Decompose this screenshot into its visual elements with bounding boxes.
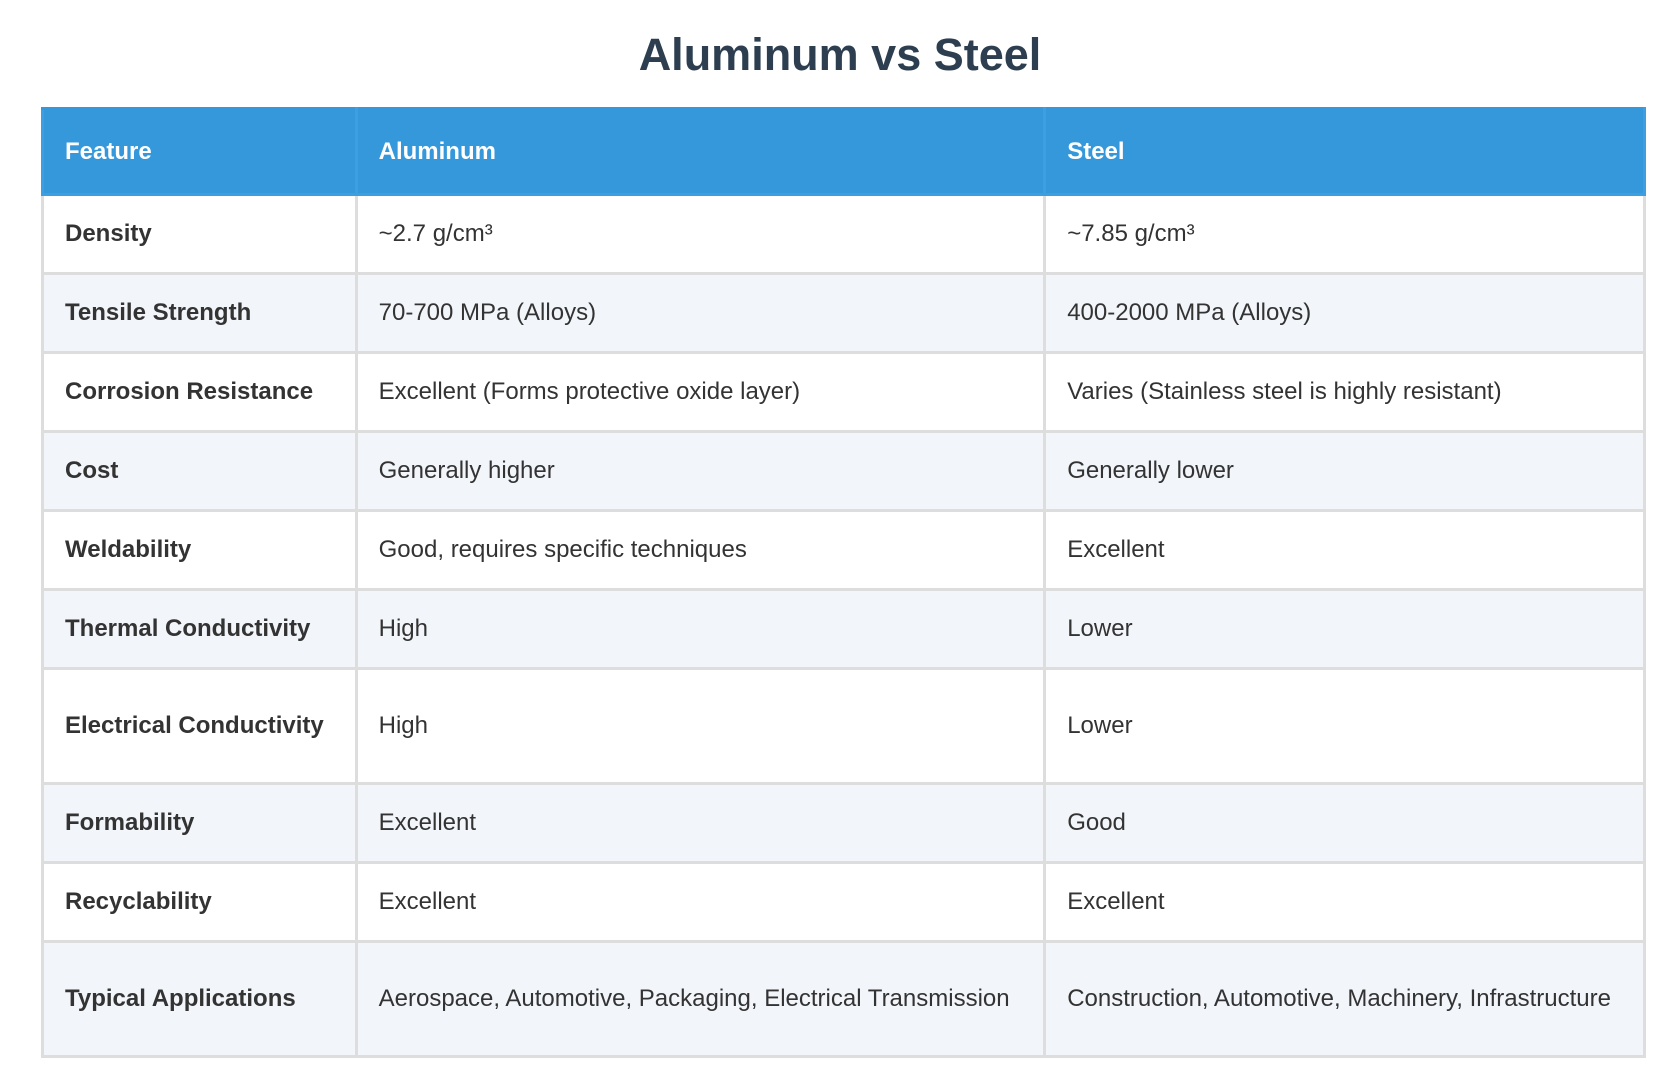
steel-cell: Lower xyxy=(1043,667,1646,785)
steel-cell: Generally lower xyxy=(1043,430,1646,512)
aluminum-cell: High xyxy=(354,667,1047,785)
feature-cell: Weldability xyxy=(41,509,358,591)
table-row: Corrosion Resistance Excellent (Forms pr… xyxy=(41,351,1646,433)
header-row: Feature Aluminum Steel xyxy=(41,107,1646,196)
aluminum-cell: Excellent (Forms protective oxide layer) xyxy=(354,351,1047,433)
feature-cell: Density xyxy=(41,193,358,275)
feature-cell: Cost xyxy=(41,430,358,512)
table-row: Electrical Conductivity High Lower xyxy=(41,667,1646,785)
page-title: Aluminum vs Steel xyxy=(638,29,1042,80)
table-header: Feature Aluminum Steel xyxy=(41,107,1646,196)
steel-cell: 400-2000 MPa (Alloys) xyxy=(1043,272,1646,354)
aluminum-cell: Aerospace, Automotive, Packaging, Electr… xyxy=(354,940,1047,1058)
feature-cell: Recyclability xyxy=(41,861,358,943)
column-header-feature: Feature xyxy=(41,107,358,196)
aluminum-cell: Excellent xyxy=(354,782,1047,864)
table-row: Weldability Good, requires specific tech… xyxy=(41,509,1646,591)
feature-cell: Electrical Conductivity xyxy=(41,667,358,785)
table-row: Tensile Strength 70-700 MPa (Alloys) 400… xyxy=(41,272,1646,354)
feature-cell: Corrosion Resistance xyxy=(41,351,358,433)
steel-cell: Varies (Stainless steel is highly resist… xyxy=(1043,351,1646,433)
table-row: Cost Generally higher Generally lower xyxy=(41,430,1646,512)
aluminum-cell: Excellent xyxy=(354,861,1047,943)
table-row: Thermal Conductivity High Lower xyxy=(41,588,1646,670)
steel-cell: Good xyxy=(1043,782,1646,864)
column-header-steel: Steel xyxy=(1043,107,1646,196)
aluminum-cell: ~2.7 g/cm³ xyxy=(354,193,1047,275)
steel-cell: ~7.85 g/cm³ xyxy=(1043,193,1646,275)
steel-cell: Excellent xyxy=(1043,861,1646,943)
table-row: Recyclability Excellent Excellent xyxy=(41,861,1646,943)
comparison-table: Feature Aluminum Steel Density ~2.7 g/cm… xyxy=(41,107,1646,1058)
column-header-aluminum: Aluminum xyxy=(354,107,1047,196)
aluminum-cell: Good, requires specific techniques xyxy=(354,509,1047,591)
feature-cell: Tensile Strength xyxy=(41,272,358,354)
aluminum-cell: High xyxy=(354,588,1047,670)
feature-cell: Typical Applications xyxy=(41,940,358,1058)
steel-cell: Excellent xyxy=(1043,509,1646,591)
aluminum-cell: 70-700 MPa (Alloys) xyxy=(354,272,1047,354)
table-row: Density ~2.7 g/cm³ ~7.85 g/cm³ xyxy=(41,193,1646,275)
table-row: Typical Applications Aerospace, Automoti… xyxy=(41,940,1646,1058)
aluminum-cell: Generally higher xyxy=(354,430,1047,512)
table-row: Formability Excellent Good xyxy=(41,782,1646,864)
table-body: Density ~2.7 g/cm³ ~7.85 g/cm³ Tensile S… xyxy=(41,193,1646,1058)
steel-cell: Lower xyxy=(1043,588,1646,670)
feature-cell: Thermal Conductivity xyxy=(41,588,358,670)
feature-cell: Formability xyxy=(41,782,358,864)
steel-cell: Construction, Automotive, Machinery, Inf… xyxy=(1043,940,1646,1058)
